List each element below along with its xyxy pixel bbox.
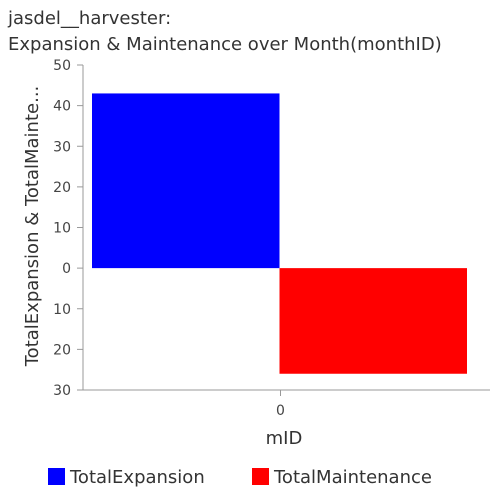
y-tick-label: 10 bbox=[53, 221, 71, 237]
x-axis: 0 bbox=[83, 389, 490, 419]
bar-totalexpansion bbox=[92, 93, 280, 269]
bars bbox=[92, 93, 467, 374]
y-tick-label: 40 bbox=[53, 99, 71, 115]
chart-title-line-2: Expansion & Maintenance over Month(month… bbox=[8, 34, 442, 55]
y-tick-label: 20 bbox=[53, 342, 71, 358]
x-axis-label: mID bbox=[266, 428, 303, 449]
y-axis-label: TotalExpansion & TotalMainte... bbox=[22, 86, 43, 368]
legend-swatch-totalexpansion bbox=[48, 468, 65, 485]
chart-title-line-1: jasdel__harvester: bbox=[7, 8, 171, 29]
legend-label-totalmaintenance: TotalMaintenance bbox=[273, 467, 432, 488]
y-tick-label: 30 bbox=[53, 383, 71, 399]
bar-totalmaintenance bbox=[279, 268, 467, 374]
y-axis: 50 40 30 20 10 0 10 20 30 bbox=[53, 58, 84, 399]
y-tick-label: 10 bbox=[53, 302, 71, 318]
y-tick-label: 20 bbox=[53, 180, 71, 196]
y-tick-label: 0 bbox=[62, 261, 71, 277]
y-tick-label: 30 bbox=[53, 139, 71, 155]
legend-label-totalexpansion: TotalExpansion bbox=[69, 467, 205, 488]
legend-swatch-totalmaintenance bbox=[252, 468, 269, 485]
x-ticks: 0 bbox=[276, 390, 285, 419]
y-tick-label: 50 bbox=[53, 58, 71, 74]
x-tick-label: 0 bbox=[276, 403, 285, 419]
y-ticks: 50 40 30 20 10 0 10 20 30 bbox=[53, 58, 83, 399]
legend: TotalExpansion TotalMaintenance bbox=[48, 467, 432, 488]
